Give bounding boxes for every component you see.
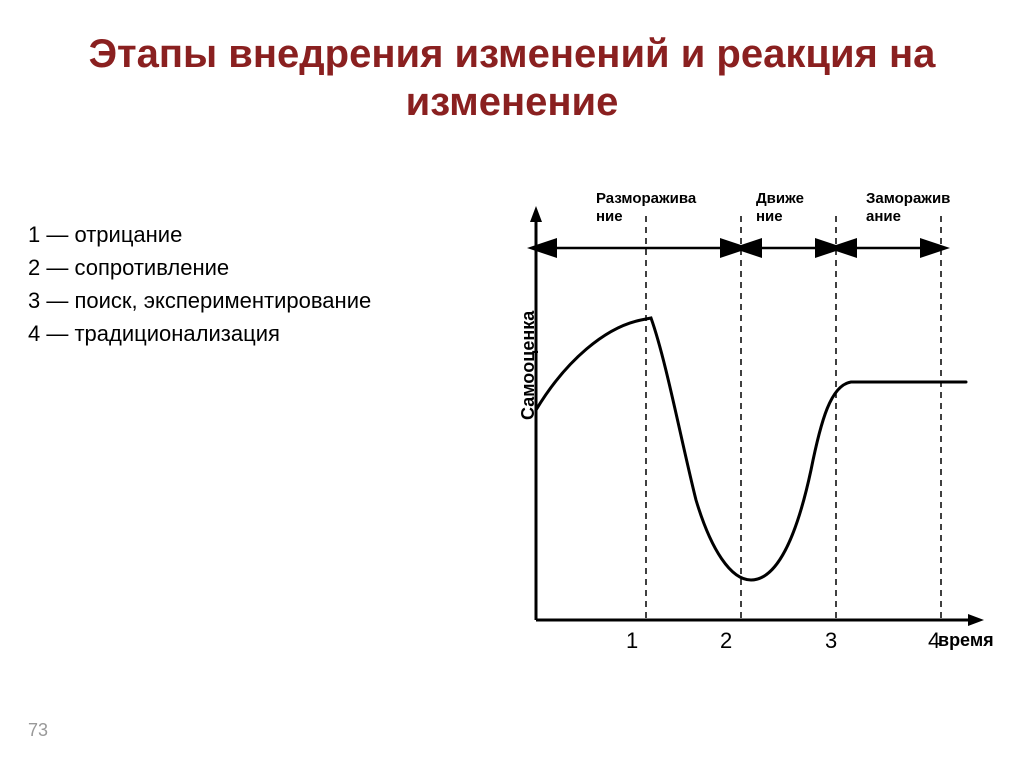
slide-title: Этапы внедрения изменений и реакция на и… bbox=[0, 0, 1024, 126]
tick-2: 2 bbox=[720, 628, 732, 654]
chart-container: Самооценка Размораживание Движение Замор… bbox=[500, 240, 970, 660]
chart-svg bbox=[500, 240, 970, 660]
phase-label-2: Движение bbox=[756, 190, 804, 226]
tick-3: 3 bbox=[825, 628, 837, 654]
legend-item-1: 1 — отрицание bbox=[28, 218, 371, 251]
phase-label-3: Замораживание bbox=[866, 190, 950, 226]
legend-item-3: 3 — поиск, экспериментирование bbox=[28, 284, 371, 317]
legend-block: 1 — отрицание 2 — сопротивление 3 — поис… bbox=[28, 218, 371, 350]
page-number: 73 bbox=[28, 720, 48, 741]
legend-item-2: 2 — сопротивление bbox=[28, 251, 371, 284]
legend-item-4: 4 — традиционализация bbox=[28, 317, 371, 350]
title-text: Этапы внедрения изменений и реакция на и… bbox=[89, 32, 936, 124]
tick-1: 1 bbox=[626, 628, 638, 654]
x-axis-label: время bbox=[938, 630, 994, 651]
